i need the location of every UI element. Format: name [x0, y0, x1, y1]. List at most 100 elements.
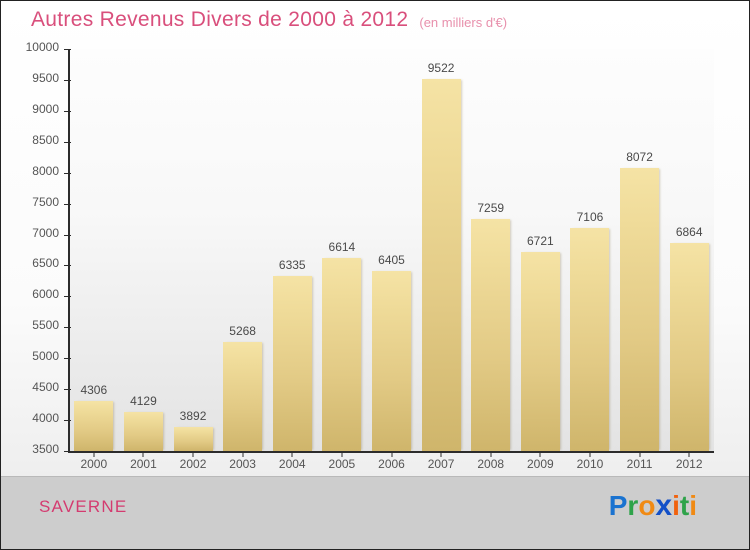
y-axis-tick-label: 8000: [32, 163, 59, 178]
y-axis-tick-mark: [64, 49, 71, 50]
x-axis-tick-label: 2003: [229, 457, 256, 471]
x-axis-tick-label: 2012: [675, 457, 703, 471]
y-axis-tick-mark: [64, 141, 71, 143]
y-axis-tick-label: 5500: [32, 318, 59, 333]
bar-group[interactable]: 6721 2009: [520, 1, 560, 471]
y-axis-tick: 5500: [1, 318, 71, 332]
bar[interactable]: [421, 78, 461, 451]
proxiti-logo[interactable]: Proxiti: [609, 489, 697, 523]
y-axis-tick-label: 6500: [32, 256, 59, 271]
y-axis-tick: 8500: [1, 133, 71, 147]
x-axis-tick-label: 2005: [328, 457, 356, 471]
x-axis-tick-label: 2000: [80, 457, 108, 471]
bar-value-label: 6614: [328, 240, 356, 255]
bar-value-label: 6405: [378, 253, 405, 268]
chart-subtitle: (en milliers d'€): [419, 14, 508, 30]
bar[interactable]: [570, 227, 610, 451]
x-axis-tick-label: 2006: [378, 457, 405, 471]
bar-group[interactable]: 6335 2004: [272, 1, 312, 471]
x-axis-tick-mark: [291, 452, 293, 457]
x-axis-tick-mark: [242, 452, 244, 457]
logo-letter-x-3: x: [655, 489, 673, 522]
x-axis-tick-mark: [391, 452, 392, 457]
bar-group[interactable]: 4306 2000: [74, 1, 114, 471]
bar[interactable]: [123, 412, 163, 451]
bar-group[interactable]: 6614 2005: [322, 1, 362, 471]
bar[interactable]: [372, 271, 411, 451]
y-axis-tick-label: 7000: [32, 225, 59, 240]
y-axis-tick: 6500: [1, 256, 71, 270]
y-axis-tick: 7500: [1, 195, 71, 209]
bar-value-label: 4306: [80, 383, 108, 398]
y-axis-tick-mark: [64, 420, 71, 422]
y-axis-tick-label: 4000: [32, 411, 59, 426]
bar[interactable]: [520, 251, 560, 451]
x-axis-tick-label: 2004: [278, 457, 306, 471]
y-axis-tick-label: 9000: [32, 101, 59, 116]
y-axis-tick-mark: [64, 265, 71, 267]
y-axis-tick: 4500: [1, 380, 71, 394]
bar[interactable]: [471, 218, 511, 451]
y-axis-tick-mark: [64, 451, 71, 452]
y-axis-tick-mark: [64, 389, 71, 391]
chart-header: Autres Revenus Divers de 2000 à 2012 (en…: [1, 1, 749, 39]
bar[interactable]: [669, 242, 709, 451]
x-axis-tick-mark: [639, 452, 641, 457]
y-axis-tick-mark: [64, 327, 71, 329]
bar-value-label: 6864: [675, 224, 703, 239]
bar-value-label: 4129: [130, 394, 157, 409]
x-axis-tick-mark: [192, 452, 194, 457]
bar-group[interactable]: 5268 2003: [223, 1, 263, 471]
y-axis-tick: 5000: [1, 349, 71, 363]
y-axis-tick-mark: [64, 358, 71, 360]
bar[interactable]: [322, 258, 362, 451]
bar-group[interactable]: 4129 2001: [123, 1, 163, 471]
x-axis-tick-mark: [440, 452, 442, 457]
y-axis-line: [68, 49, 70, 452]
x-axis-tick-label: 2009: [526, 457, 554, 471]
logo-letter-i-6: i: [689, 490, 697, 521]
y-axis-tick-label: 5000: [32, 349, 59, 364]
bar-value-label: 8072: [626, 150, 653, 165]
logo-letter-p-0: P: [608, 490, 628, 521]
y-axis-tick: 4000: [1, 411, 71, 425]
y-axis-tick: 9500: [1, 71, 71, 85]
bar[interactable]: [272, 275, 312, 451]
bar-group[interactable]: 6864 2012: [669, 1, 709, 471]
bar-group[interactable]: 6405 2006: [372, 1, 411, 471]
page-title: Autres Revenus Divers de 2000 à 2012: [31, 8, 409, 31]
bar-group[interactable]: 7106 2010: [570, 1, 610, 471]
x-axis-tick-label: 2007: [427, 457, 455, 471]
bar-group[interactable]: 8072 2011: [620, 1, 660, 471]
location-label: SAVERNE: [39, 497, 128, 516]
bar-group[interactable]: 7259 2008: [471, 1, 511, 471]
logo-letter-i-4: i: [672, 490, 680, 521]
y-axis-tick: 3500: [1, 442, 71, 456]
y-axis-tick-mark: [64, 203, 71, 205]
y-axis-tick-label: 8500: [32, 132, 59, 147]
bar[interactable]: [173, 426, 213, 451]
y-axis-tick-mark: [64, 79, 71, 81]
bar-group[interactable]: 9522 2007: [421, 1, 461, 471]
logo-letter-t-5: t: [679, 490, 690, 521]
x-axis-tick-label: 2001: [130, 457, 157, 471]
y-axis-tick-mark: [64, 110, 71, 112]
bar-value-label: 7259: [477, 200, 505, 215]
bar[interactable]: [74, 401, 114, 451]
y-axis-tick-mark: [64, 234, 71, 236]
bar[interactable]: [620, 168, 660, 451]
bar-value-label: 7106: [576, 209, 604, 224]
bar[interactable]: [223, 341, 263, 451]
y-axis-tick: 8000: [1, 164, 71, 178]
y-axis-tick-label: 9500: [32, 70, 59, 85]
y-axis-tick-mark: [64, 296, 71, 298]
x-axis-tick-label: 2010: [576, 457, 604, 471]
bar-value-label: 3892: [179, 408, 207, 423]
x-axis-tick-label: 2008: [477, 457, 505, 471]
chart-footer: SAVERNE Proxiti: [1, 476, 749, 549]
y-axis-tick-label: 10000: [25, 40, 59, 54]
y-axis-tick-mark: [64, 172, 71, 174]
bar-group[interactable]: 3892 2002: [173, 1, 213, 471]
y-axis-tick-label: 6000: [32, 287, 59, 302]
